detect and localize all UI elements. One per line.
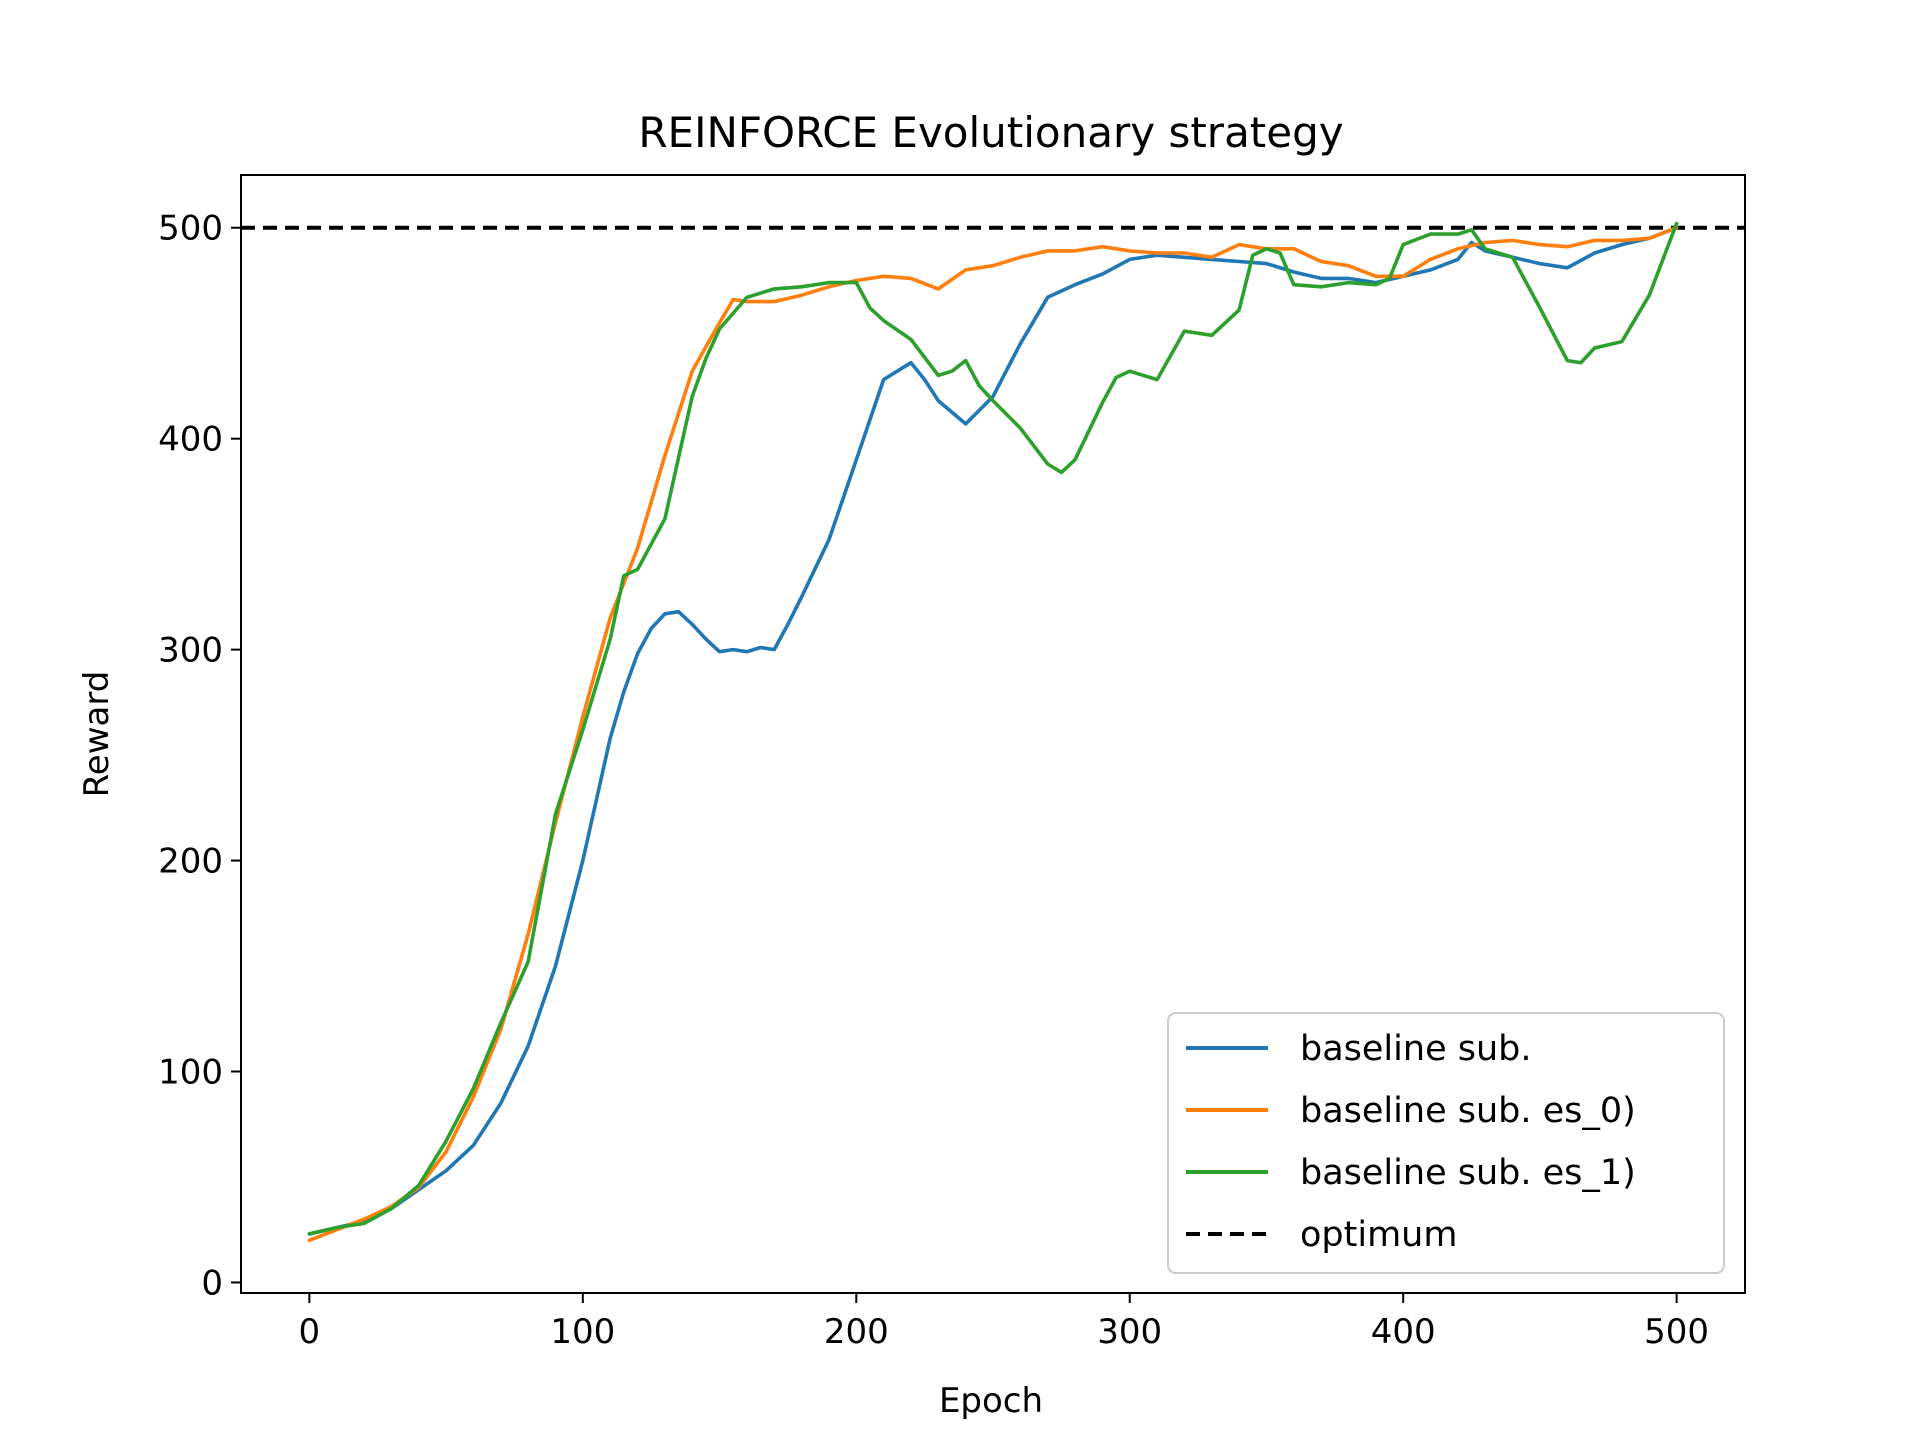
y-tick-label: 200 [158,842,223,882]
legend: baseline sub. baseline sub. es_0) baseline… [1167,1012,1725,1274]
x-tick-label: 0 [299,1312,321,1352]
legend-label: baseline sub. es_1) [1300,1153,1636,1193]
x-tick-label: 300 [1097,1312,1162,1352]
x-tick-label: 500 [1644,1312,1709,1352]
legend-entries: baseline sub. baseline sub. es_0) baseline… [1186,1029,1636,1255]
legend-label: optimum [1300,1215,1457,1255]
x-axis: 0 100 200 300 400 500 [299,1293,1709,1352]
y-axis: 0 100 200 300 400 500 [158,209,241,1303]
series-line-2 [307,221,1679,1236]
y-axis-title: Reward [77,671,117,798]
y-tick-label: 500 [158,209,223,249]
series-line-0 [307,225,1679,1236]
chart-title: REINFORCE Evolutionary strategy [638,108,1343,157]
y-tick-label: 100 [158,1053,223,1093]
x-axis-title: Epoch [939,1381,1043,1421]
plot-frame [240,174,1746,1294]
legend-label: baseline sub. [1300,1029,1531,1069]
x-tick-label: 400 [1371,1312,1436,1352]
y-tick-label: 300 [158,631,223,671]
y-tick-label: 400 [158,420,223,460]
series-layer [307,221,1679,1243]
legend-label: baseline sub. es_0) [1300,1091,1636,1131]
x-tick-label: 100 [550,1312,615,1352]
legend-frame [1167,1012,1725,1274]
x-tick-label: 200 [824,1312,889,1352]
y-tick-label: 0 [201,1263,223,1303]
